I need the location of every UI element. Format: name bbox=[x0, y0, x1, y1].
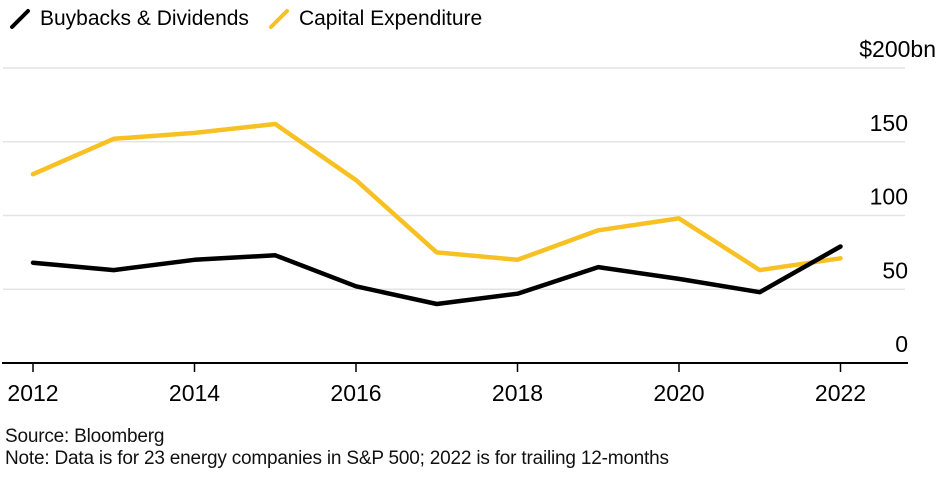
chart-footer: Source: Bloomberg Note: Data is for 23 e… bbox=[5, 426, 669, 470]
black-line-swatch-icon bbox=[10, 9, 30, 29]
x-tick-label: 2014 bbox=[169, 380, 220, 406]
y-tick-label: 50 bbox=[882, 257, 908, 283]
source-line: Source: Bloomberg bbox=[5, 426, 165, 447]
y-tick-label: 0 bbox=[895, 331, 908, 357]
note-line: Note: Data is for 23 energy companies in… bbox=[5, 448, 669, 469]
y-tick-label: $200bn bbox=[859, 36, 936, 62]
series-line-capital-expenditure[interactable] bbox=[30, 121, 843, 273]
x-tick-label: 2022 bbox=[815, 380, 866, 406]
x-tick-label: 2016 bbox=[330, 380, 381, 406]
legend-item-capital-expenditure[interactable]: Capital Expenditure bbox=[268, 6, 482, 32]
legend-item-buybacks-dividends[interactable]: Buybacks & Dividends bbox=[9, 6, 249, 32]
chart-legend: Buybacks & Dividends Capital Expenditure bbox=[9, 6, 482, 32]
x-tick-label: 2012 bbox=[7, 380, 58, 406]
legend-label-capital-expenditure: Capital Expenditure bbox=[298, 7, 483, 30]
x-tick-label: 2018 bbox=[492, 380, 543, 406]
y-tick-label: 150 bbox=[870, 110, 908, 136]
x-tick-label: 2020 bbox=[653, 380, 704, 406]
yellow-line-swatch-icon bbox=[268, 9, 289, 29]
y-tick-label: 100 bbox=[870, 184, 908, 210]
legend-label-buybacks-dividends: Buybacks & Dividends bbox=[40, 7, 249, 30]
series-line-buybacks-dividends[interactable] bbox=[30, 244, 843, 307]
